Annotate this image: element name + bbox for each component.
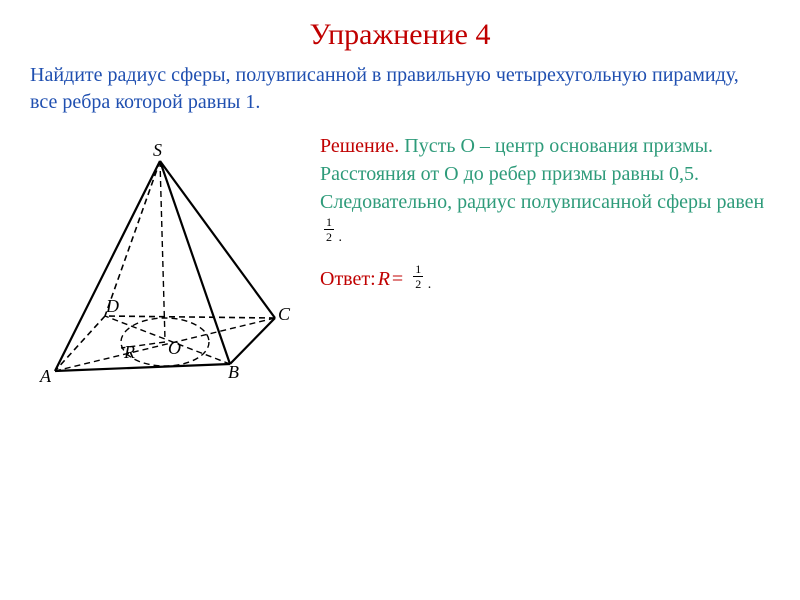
answer-frac-period: . — [428, 278, 432, 292]
answer-frac-num: 1 — [413, 263, 423, 275]
answer-variable: R — [378, 265, 390, 293]
label-B: B — [228, 362, 239, 383]
page-title: Упражнение 4 — [0, 0, 800, 62]
solution-heading: Решение. — [320, 135, 399, 157]
answer-equals: = — [392, 265, 403, 293]
solution-frac-den: 2 — [324, 231, 334, 243]
label-D: D — [106, 296, 119, 317]
solution-block: Решение. Пусть O – центр основания призм… — [320, 126, 800, 293]
solution-fraction: 1 2 . — [324, 216, 334, 243]
pyramid-diagram — [0, 126, 320, 406]
answer-fraction: 1 2 . — [413, 263, 423, 290]
title-text: Упражнение 4 — [310, 18, 491, 51]
label-R: R — [124, 342, 135, 363]
content-row: S A B C D O R Решение. Пусть O – центр о… — [0, 126, 800, 406]
label-O: O — [168, 338, 181, 359]
label-A: A — [40, 366, 51, 387]
answer-row: Ответ: R = 1 2 . — [320, 265, 770, 293]
answer-label: Ответ: — [320, 265, 376, 293]
answer-frac-den: 2 — [413, 278, 423, 290]
solution-frac-num: 1 — [324, 216, 334, 228]
problem-statement: Найдите радиус сферы, полувписанной в пр… — [0, 62, 800, 126]
label-C: C — [278, 304, 290, 325]
solution-frac-period: . — [339, 231, 343, 245]
label-S: S — [153, 140, 162, 161]
problem-text: Найдите радиус сферы, полувписанной в пр… — [30, 64, 739, 113]
figure-container: S A B C D O R — [0, 126, 320, 406]
